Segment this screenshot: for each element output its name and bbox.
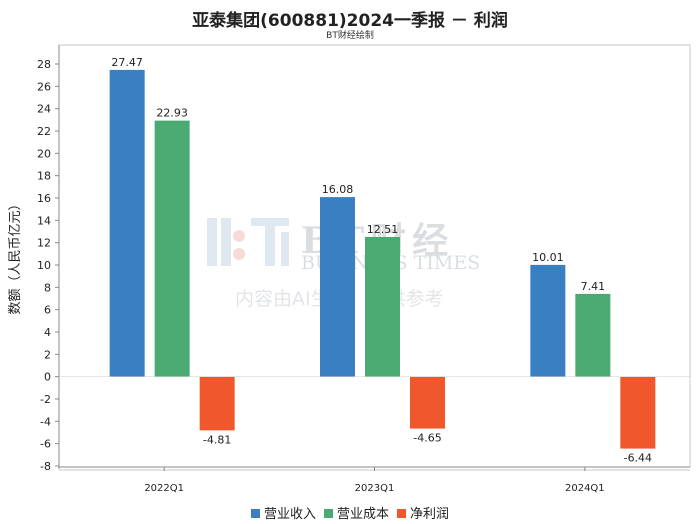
bar: [365, 236, 400, 377]
chart-title: 亚泰集团(600881)2024一季报 － 利润: [192, 11, 508, 31]
bar: [410, 376, 445, 429]
bar: [620, 376, 656, 449]
data-label: 16.08: [322, 183, 354, 196]
y-axis-title: 数额（人民币亿元）: [8, 197, 23, 314]
y-tick-label: -2: [40, 393, 51, 406]
legend-swatch: [250, 509, 260, 518]
chart-area: -8-6-4-20246810121416182022242628数额（人民币亿…: [8, 44, 691, 494]
legend-swatch: [323, 509, 333, 518]
data-label: -4.65: [413, 432, 441, 445]
y-tick-label: -6: [40, 438, 51, 451]
data-label: -4.81: [203, 433, 231, 446]
chart-subtitle: BT财经绘制: [326, 31, 374, 41]
data-label: 27.47: [111, 56, 143, 69]
data-label: 22.93: [156, 107, 188, 120]
y-tick-label: 18: [37, 170, 51, 183]
y-tick-label: 16: [37, 192, 51, 205]
data-label: 10.01: [532, 251, 564, 264]
y-tick-label: 2: [44, 348, 51, 361]
x-tick-label: 2022Q1: [144, 483, 184, 494]
y-tick-label: 28: [37, 58, 51, 71]
y-tick-label: -4: [40, 415, 51, 428]
y-tick-label: 6: [44, 304, 51, 317]
legend-swatch: [397, 509, 406, 518]
bar: [575, 293, 611, 377]
y-tick-label: 4: [44, 326, 51, 339]
bar: [154, 120, 190, 377]
legend-label: 营业收入: [263, 507, 316, 522]
y-tick-label: 24: [37, 103, 51, 116]
y-tick-label: 26: [37, 80, 51, 93]
legend-item: 净利润: [397, 503, 449, 522]
legend-label: 营业成本: [336, 507, 389, 522]
bar: [320, 197, 355, 377]
bar: [530, 264, 566, 377]
y-tick-label: 22: [37, 125, 51, 138]
data-label: -6.44: [624, 452, 652, 465]
y-tick-label: 14: [37, 214, 51, 227]
y-tick-label: 12: [37, 237, 51, 250]
x-tick-label: 2023Q1: [355, 483, 395, 494]
legend-item: 营业收入: [250, 503, 316, 522]
y-tick-label: 0: [44, 371, 51, 384]
data-label: 7.41: [581, 280, 606, 293]
y-tick-label: 8: [44, 281, 51, 294]
data-label: 12.51: [367, 223, 399, 236]
legend: 营业收入 营业成本 净利润: [0, 503, 700, 522]
x-tick-label: 2024Q1: [565, 483, 605, 494]
bar: [199, 376, 235, 431]
y-tick-label: -8: [40, 460, 51, 473]
legend-label: 净利润: [410, 507, 450, 522]
y-tick-label: 10: [37, 259, 51, 272]
bar: [109, 69, 145, 377]
y-tick-label: 20: [37, 147, 51, 160]
legend-item: 营业成本: [323, 503, 389, 522]
